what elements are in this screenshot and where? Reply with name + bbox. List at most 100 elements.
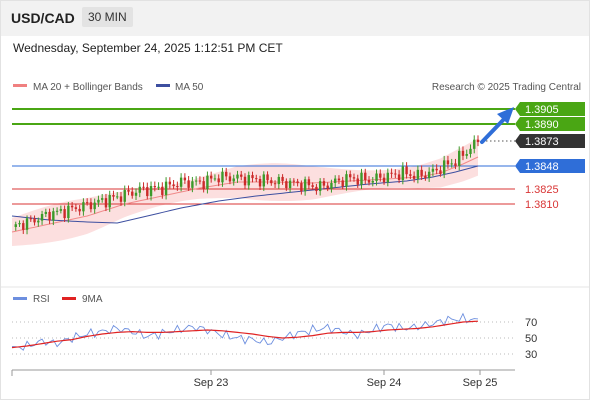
price-tag-pivot-text: 1.3848: [525, 161, 559, 173]
rsi-9ma-line: [11, 320, 479, 349]
candle-body: [251, 175, 254, 179]
timestamp: Wednesday, September 24, 2025 1:12:51 PM…: [13, 41, 283, 55]
candle-body: [458, 150, 461, 166]
candle-body: [461, 150, 465, 156]
candle-body: [476, 139, 480, 143]
candle-body: [78, 208, 81, 212]
instrument-title: USD/CAD: [11, 10, 75, 26]
candle-body: [469, 148, 472, 155]
candle-body: [349, 174, 352, 178]
candle-body: [164, 181, 168, 195]
candle-body: [262, 174, 265, 187]
price-label-support: 1.3825: [525, 184, 559, 196]
candle-body: [473, 139, 476, 149]
ma50-line: [11, 165, 479, 224]
candle-body: [70, 205, 74, 208]
candle-body: [405, 166, 408, 175]
candle-body: [74, 207, 78, 209]
candle-body: [296, 181, 299, 184]
candle-body: [315, 186, 318, 192]
candle-body: [311, 185, 314, 187]
candle-body: [29, 218, 32, 220]
candle-body: [187, 180, 190, 188]
candle-body: [390, 172, 393, 174]
candle-body: [37, 220, 40, 223]
rsi-tick-label: 30: [525, 349, 537, 361]
legend-swatch-ma50: [156, 84, 170, 87]
candle-body: [431, 168, 435, 172]
candle-body: [134, 192, 138, 196]
x-axis-tick-label: Sep 23: [194, 377, 229, 389]
credit-text: Research © 2025 Trading Central: [432, 82, 581, 93]
legend-label-9ma: 9MA: [82, 294, 103, 305]
trend-arrow-shaft: [480, 114, 509, 144]
candle-body: [322, 181, 326, 186]
candle-body: [168, 181, 172, 185]
candle-body: [364, 172, 367, 181]
candle-body: [149, 186, 153, 197]
candle-body: [225, 171, 228, 177]
candle-body: [217, 178, 220, 183]
legend-label-ma20: MA 20 + Bollinger Bands: [33, 82, 143, 93]
candle-body: [52, 211, 55, 221]
candle-body: [247, 175, 250, 186]
candle-body: [416, 169, 420, 179]
candle-body: [157, 186, 160, 188]
legend-swatch-ma20: [13, 84, 27, 87]
candle-body: [352, 177, 356, 179]
candle-body: [292, 180, 296, 182]
rsi-tick-label: 50: [525, 333, 537, 345]
candle-body: [116, 196, 119, 198]
candle-body: [439, 170, 442, 174]
candle-body: [333, 178, 337, 183]
price-label-support: 1.3810: [525, 199, 559, 211]
candle-body: [221, 171, 224, 183]
candle-body: [97, 199, 100, 203]
candle-body: [119, 196, 123, 202]
candle-body: [270, 180, 273, 184]
candle-body: [176, 186, 179, 188]
candle-body: [191, 181, 194, 188]
x-axis-tick-label: Sep 25: [463, 377, 498, 389]
candle-body: [266, 174, 269, 181]
legend-label-rsi: RSI: [33, 294, 50, 305]
candle-body: [22, 223, 25, 230]
candle-body: [112, 195, 115, 197]
trend-arrow-head: [497, 107, 514, 124]
price-tag-last-text: 1.3873: [525, 136, 559, 148]
candle-body: [131, 191, 134, 196]
candle-body: [412, 175, 416, 179]
candle-body: [85, 202, 89, 204]
candle-body: [18, 223, 21, 225]
candle-body: [345, 174, 348, 187]
candle-body: [228, 176, 232, 182]
candle-body: [183, 177, 187, 181]
candle-body: [427, 171, 431, 179]
candle-body: [258, 178, 262, 187]
candle-body: [337, 178, 341, 181]
candle-body: [44, 211, 48, 214]
x-axis-tick-label: Sep 24: [367, 377, 402, 389]
candle-body: [446, 160, 450, 165]
candle-body: [409, 174, 412, 176]
price-tag-pivot: [515, 159, 585, 173]
price-tag-resistance-text: 1.3905: [525, 104, 559, 116]
candle-body: [67, 205, 70, 219]
candle-body: [442, 160, 446, 174]
candle-body: [104, 198, 108, 208]
candle-body: [450, 163, 453, 165]
timeframe-button[interactable]: 30 MIN: [82, 7, 133, 27]
candle-body: [277, 176, 281, 185]
bollinger-band: [12, 138, 478, 246]
candle-body: [300, 183, 303, 192]
candle-body: [123, 189, 126, 202]
price-tag-last: [515, 134, 585, 148]
price-tag-resistance: [515, 102, 585, 116]
candle-body: [14, 224, 17, 227]
candle-body: [172, 184, 175, 187]
candle-body: [303, 179, 307, 192]
candle-body: [382, 177, 386, 183]
candle-body: [454, 163, 457, 166]
candle-body: [153, 186, 157, 188]
